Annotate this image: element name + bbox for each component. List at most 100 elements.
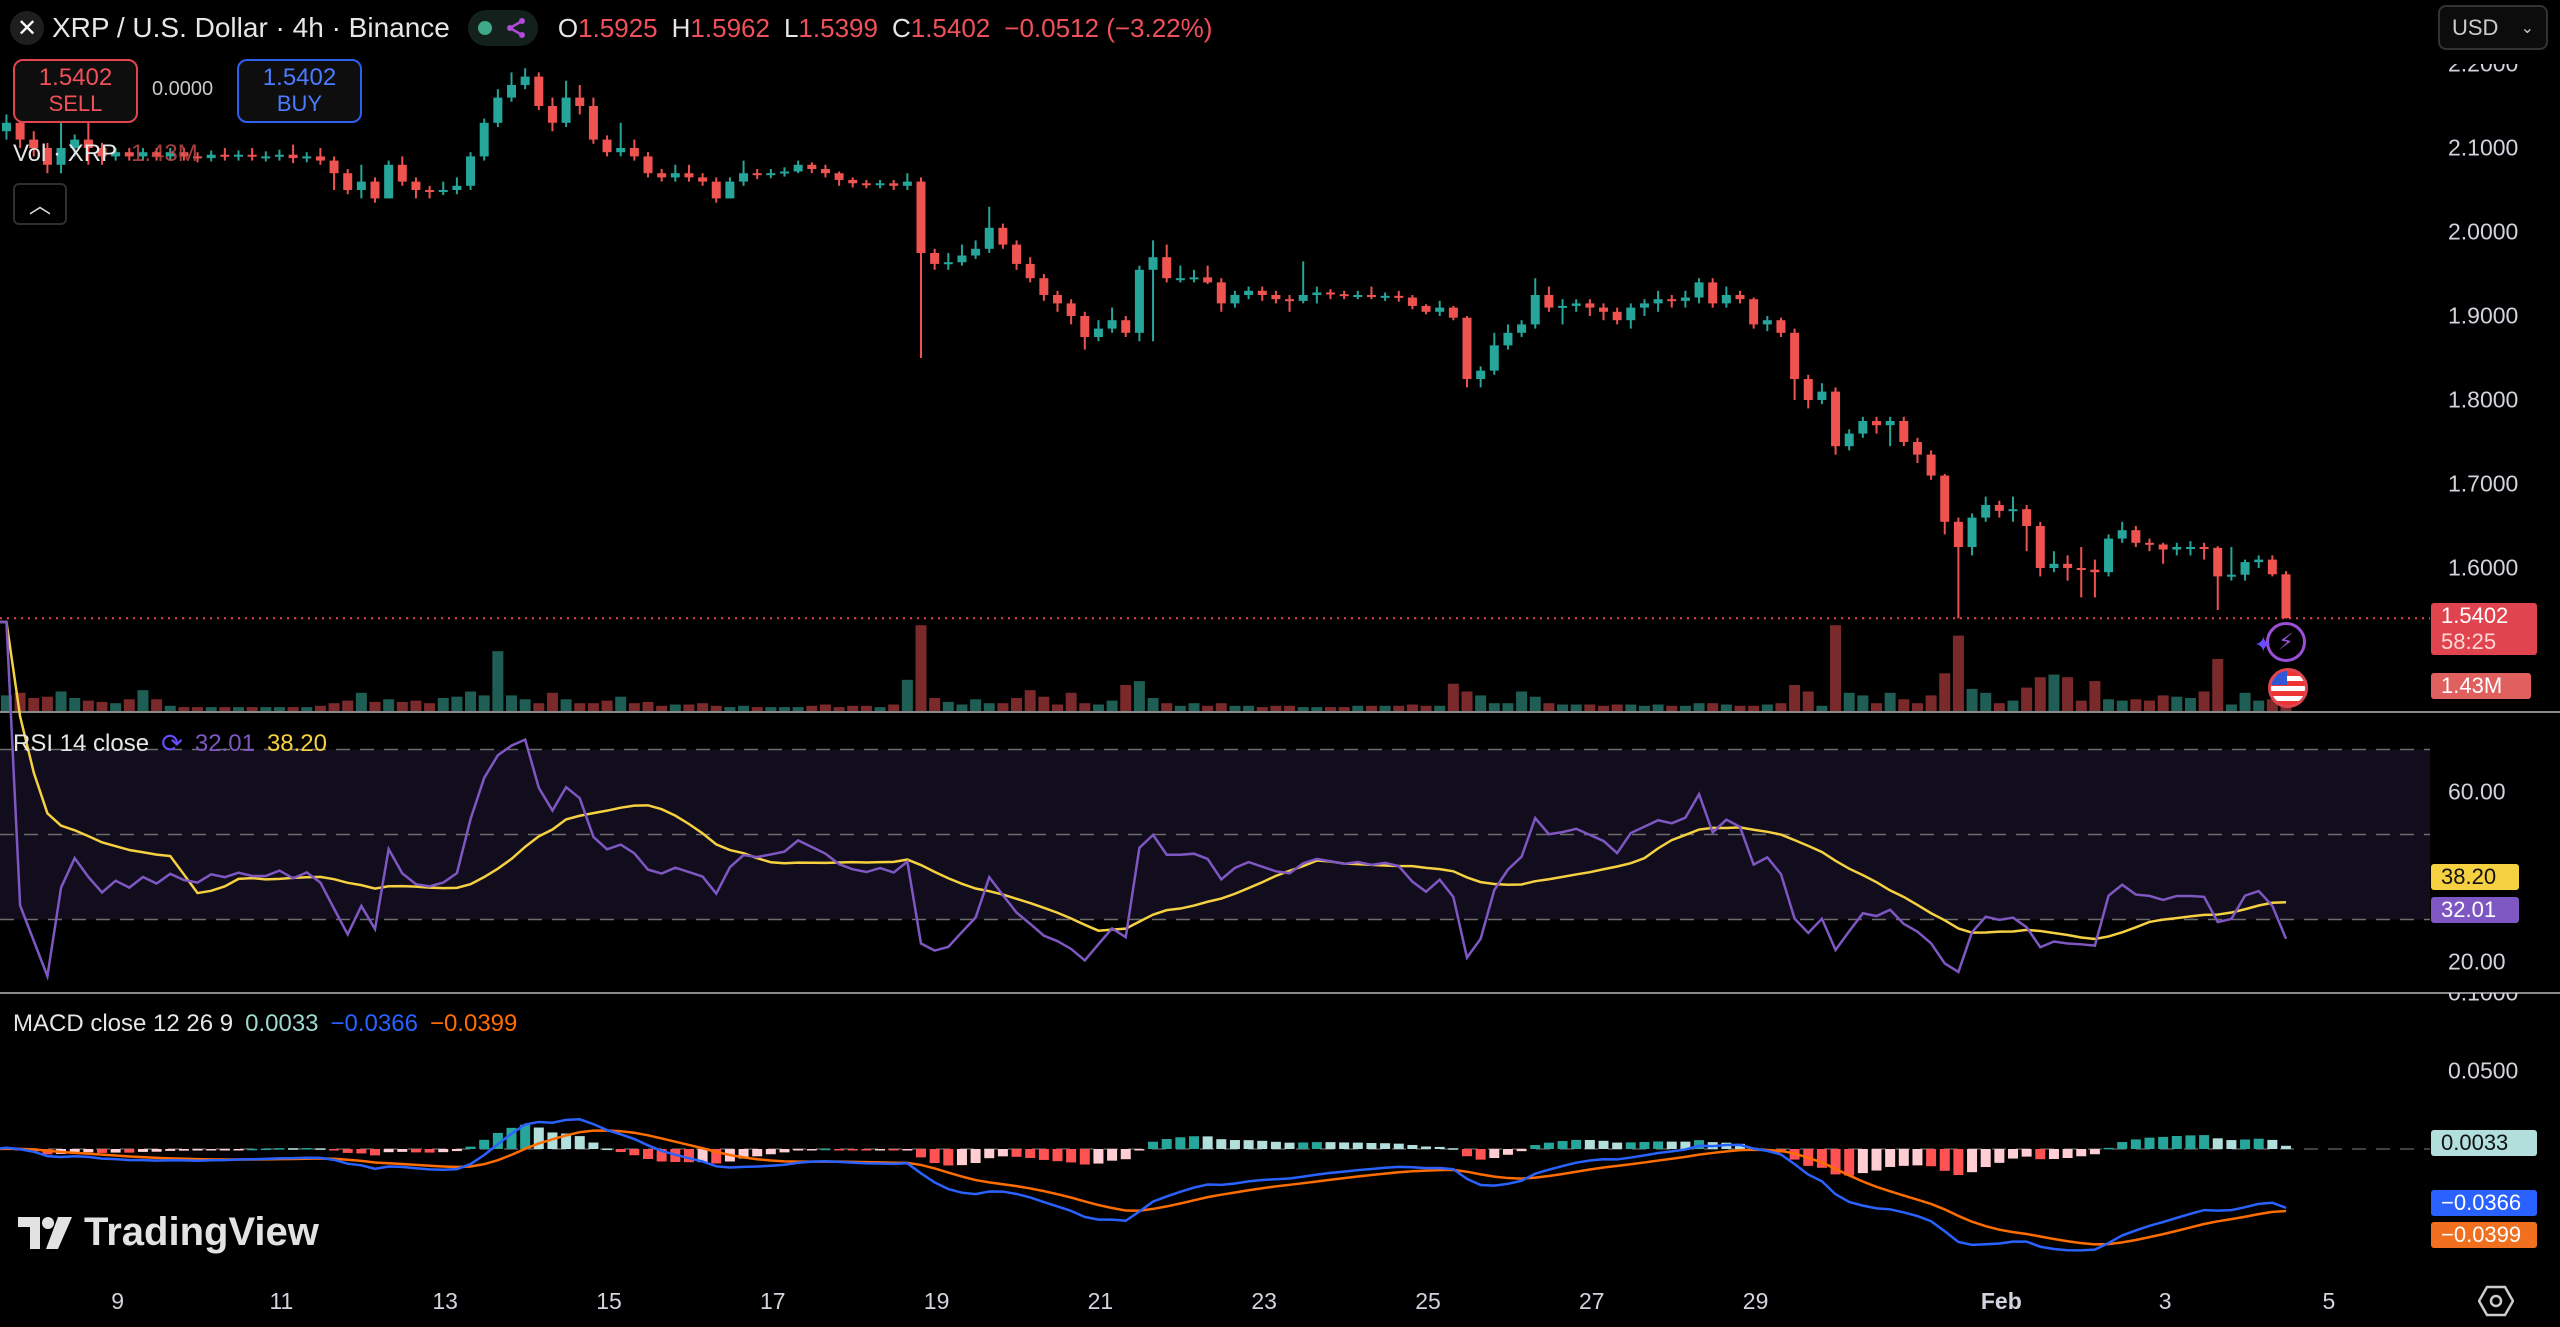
macd-histogram-bar xyxy=(1735,1143,1745,1149)
volume-bar xyxy=(110,703,122,711)
volume-bar xyxy=(287,707,299,711)
currency-select[interactable]: USD ⌄ xyxy=(2438,5,2548,50)
chart-settings-icon[interactable] xyxy=(2478,1285,2514,1317)
volume-bar xyxy=(1966,688,1978,711)
candle-body xyxy=(588,106,598,140)
candle-body xyxy=(1039,278,1049,295)
events-lightning-icon[interactable]: ⚡ xyxy=(2266,622,2306,662)
volume-bar xyxy=(410,700,422,711)
volume-bar xyxy=(1038,696,1050,711)
macd-histogram-bar xyxy=(533,1127,544,1149)
candle-body xyxy=(1462,317,1472,379)
macd-histogram-bar xyxy=(2062,1149,2073,1159)
macd-histogram-bar xyxy=(2199,1135,2210,1149)
volume-bar xyxy=(833,707,845,711)
volume-bar xyxy=(1598,705,1609,711)
candle-body xyxy=(1448,307,1458,318)
candle-body xyxy=(820,169,830,174)
volume-bar xyxy=(246,707,258,711)
collapse-legend-button[interactable]: ︿ xyxy=(13,183,67,225)
candle-body xyxy=(1680,297,1690,301)
volume-bar xyxy=(1925,695,1937,711)
volume-bar xyxy=(383,699,395,711)
candle-body xyxy=(1244,290,1254,295)
volume-bar xyxy=(1611,704,1623,711)
xrp-logo-icon[interactable]: ✕ xyxy=(10,11,44,45)
chevron-down-icon: ⌄ xyxy=(2520,19,2534,37)
symbol-title[interactable]: XRP / U.S. Dollar · 4h · Binance xyxy=(52,12,450,43)
candle-body xyxy=(861,183,871,186)
candle-body xyxy=(1571,303,1581,306)
macd-histogram-bar xyxy=(2008,1149,2018,1159)
volume-bar xyxy=(1338,707,1350,711)
volume-bar xyxy=(2021,687,2033,711)
volume-bar xyxy=(2157,695,2169,711)
candle-body xyxy=(2199,547,2209,549)
candle-body xyxy=(1394,295,1404,298)
market-status-pill[interactable] xyxy=(467,10,538,46)
volume-bar xyxy=(2062,677,2074,711)
macd-histogram-bar xyxy=(820,1148,831,1151)
volume-bar xyxy=(14,692,26,711)
volume-bar xyxy=(1666,705,1678,711)
tradingview-logo[interactable]: TradingView xyxy=(18,1210,319,1255)
volume-bar xyxy=(1024,690,1036,711)
candle-body xyxy=(1107,320,1117,329)
volume-bar xyxy=(847,705,859,711)
candle-body xyxy=(2022,509,2032,526)
volume-bar xyxy=(1529,696,1541,711)
volume-bar xyxy=(342,700,354,711)
macd-histogram-bar xyxy=(1107,1149,1118,1161)
macd-histogram-bar xyxy=(2281,1145,2291,1149)
sell-button[interactable]: 1.5402 SELL xyxy=(13,59,138,123)
candle-body xyxy=(1503,332,1513,346)
macd-legend[interactable]: MACD close 12 26 9 0.0033 −0.0366 −0.039… xyxy=(13,1010,518,1037)
macd-histogram-bar xyxy=(1612,1142,1623,1149)
macd-histogram-bar xyxy=(1516,1149,1527,1152)
sell-label: SELL xyxy=(48,91,103,116)
candle-body xyxy=(370,181,380,199)
candle-body xyxy=(397,164,407,182)
volume-bar xyxy=(2075,700,2087,711)
candle-body xyxy=(165,152,175,157)
time-tick: Feb xyxy=(1980,1288,2022,1314)
candle-body xyxy=(643,156,653,174)
sparkle-icon: ✦ xyxy=(2254,632,2273,657)
macd-histogram-bar xyxy=(2021,1149,2032,1157)
volume-bar xyxy=(2225,704,2237,711)
volume-bar xyxy=(901,679,913,711)
volume-bar xyxy=(860,705,872,711)
price-tick: 2.1000 xyxy=(2448,134,2519,161)
volume-bar xyxy=(1311,707,1323,711)
volume-bar xyxy=(1830,625,1842,711)
candle-body xyxy=(315,156,325,161)
volume-bar xyxy=(765,707,777,711)
candle-body xyxy=(1735,295,1745,300)
volume-legend[interactable]: Vol · XRP 1.43M xyxy=(13,140,198,167)
macd-histogram-bar xyxy=(219,1149,230,1151)
volume-bar xyxy=(1557,704,1569,711)
volume-bar xyxy=(151,699,163,711)
candle-body xyxy=(1121,320,1131,333)
refresh-icon[interactable]: ⟳ xyxy=(161,728,183,758)
rsi-tick: 20.00 xyxy=(2448,948,2506,975)
buy-button[interactable]: 1.5402 BUY xyxy=(237,59,362,123)
candle-body xyxy=(1407,297,1417,306)
macd-histogram-bar xyxy=(1967,1149,1978,1173)
macd-histogram-bar xyxy=(1639,1141,1650,1149)
volume-bar xyxy=(2116,700,2128,711)
macd-histogram-bar xyxy=(1871,1149,1882,1171)
volume-bar xyxy=(819,704,831,711)
volume-bar xyxy=(2171,696,2183,711)
rsi-legend[interactable]: RSI 14 close ⟳ 32.01 38.20 xyxy=(13,728,327,758)
candle-body xyxy=(1298,295,1308,301)
us-flag-economic-event-icon[interactable] xyxy=(2268,668,2308,708)
candle-body xyxy=(138,152,148,157)
volume-bar xyxy=(615,696,627,711)
candle-body xyxy=(2281,574,2291,619)
candle-body xyxy=(1912,442,1922,455)
macd-histogram-bar xyxy=(847,1149,858,1151)
last-price-tag: 1.5402 58:25 xyxy=(2431,603,2537,655)
macd-histogram-bar xyxy=(793,1149,804,1151)
